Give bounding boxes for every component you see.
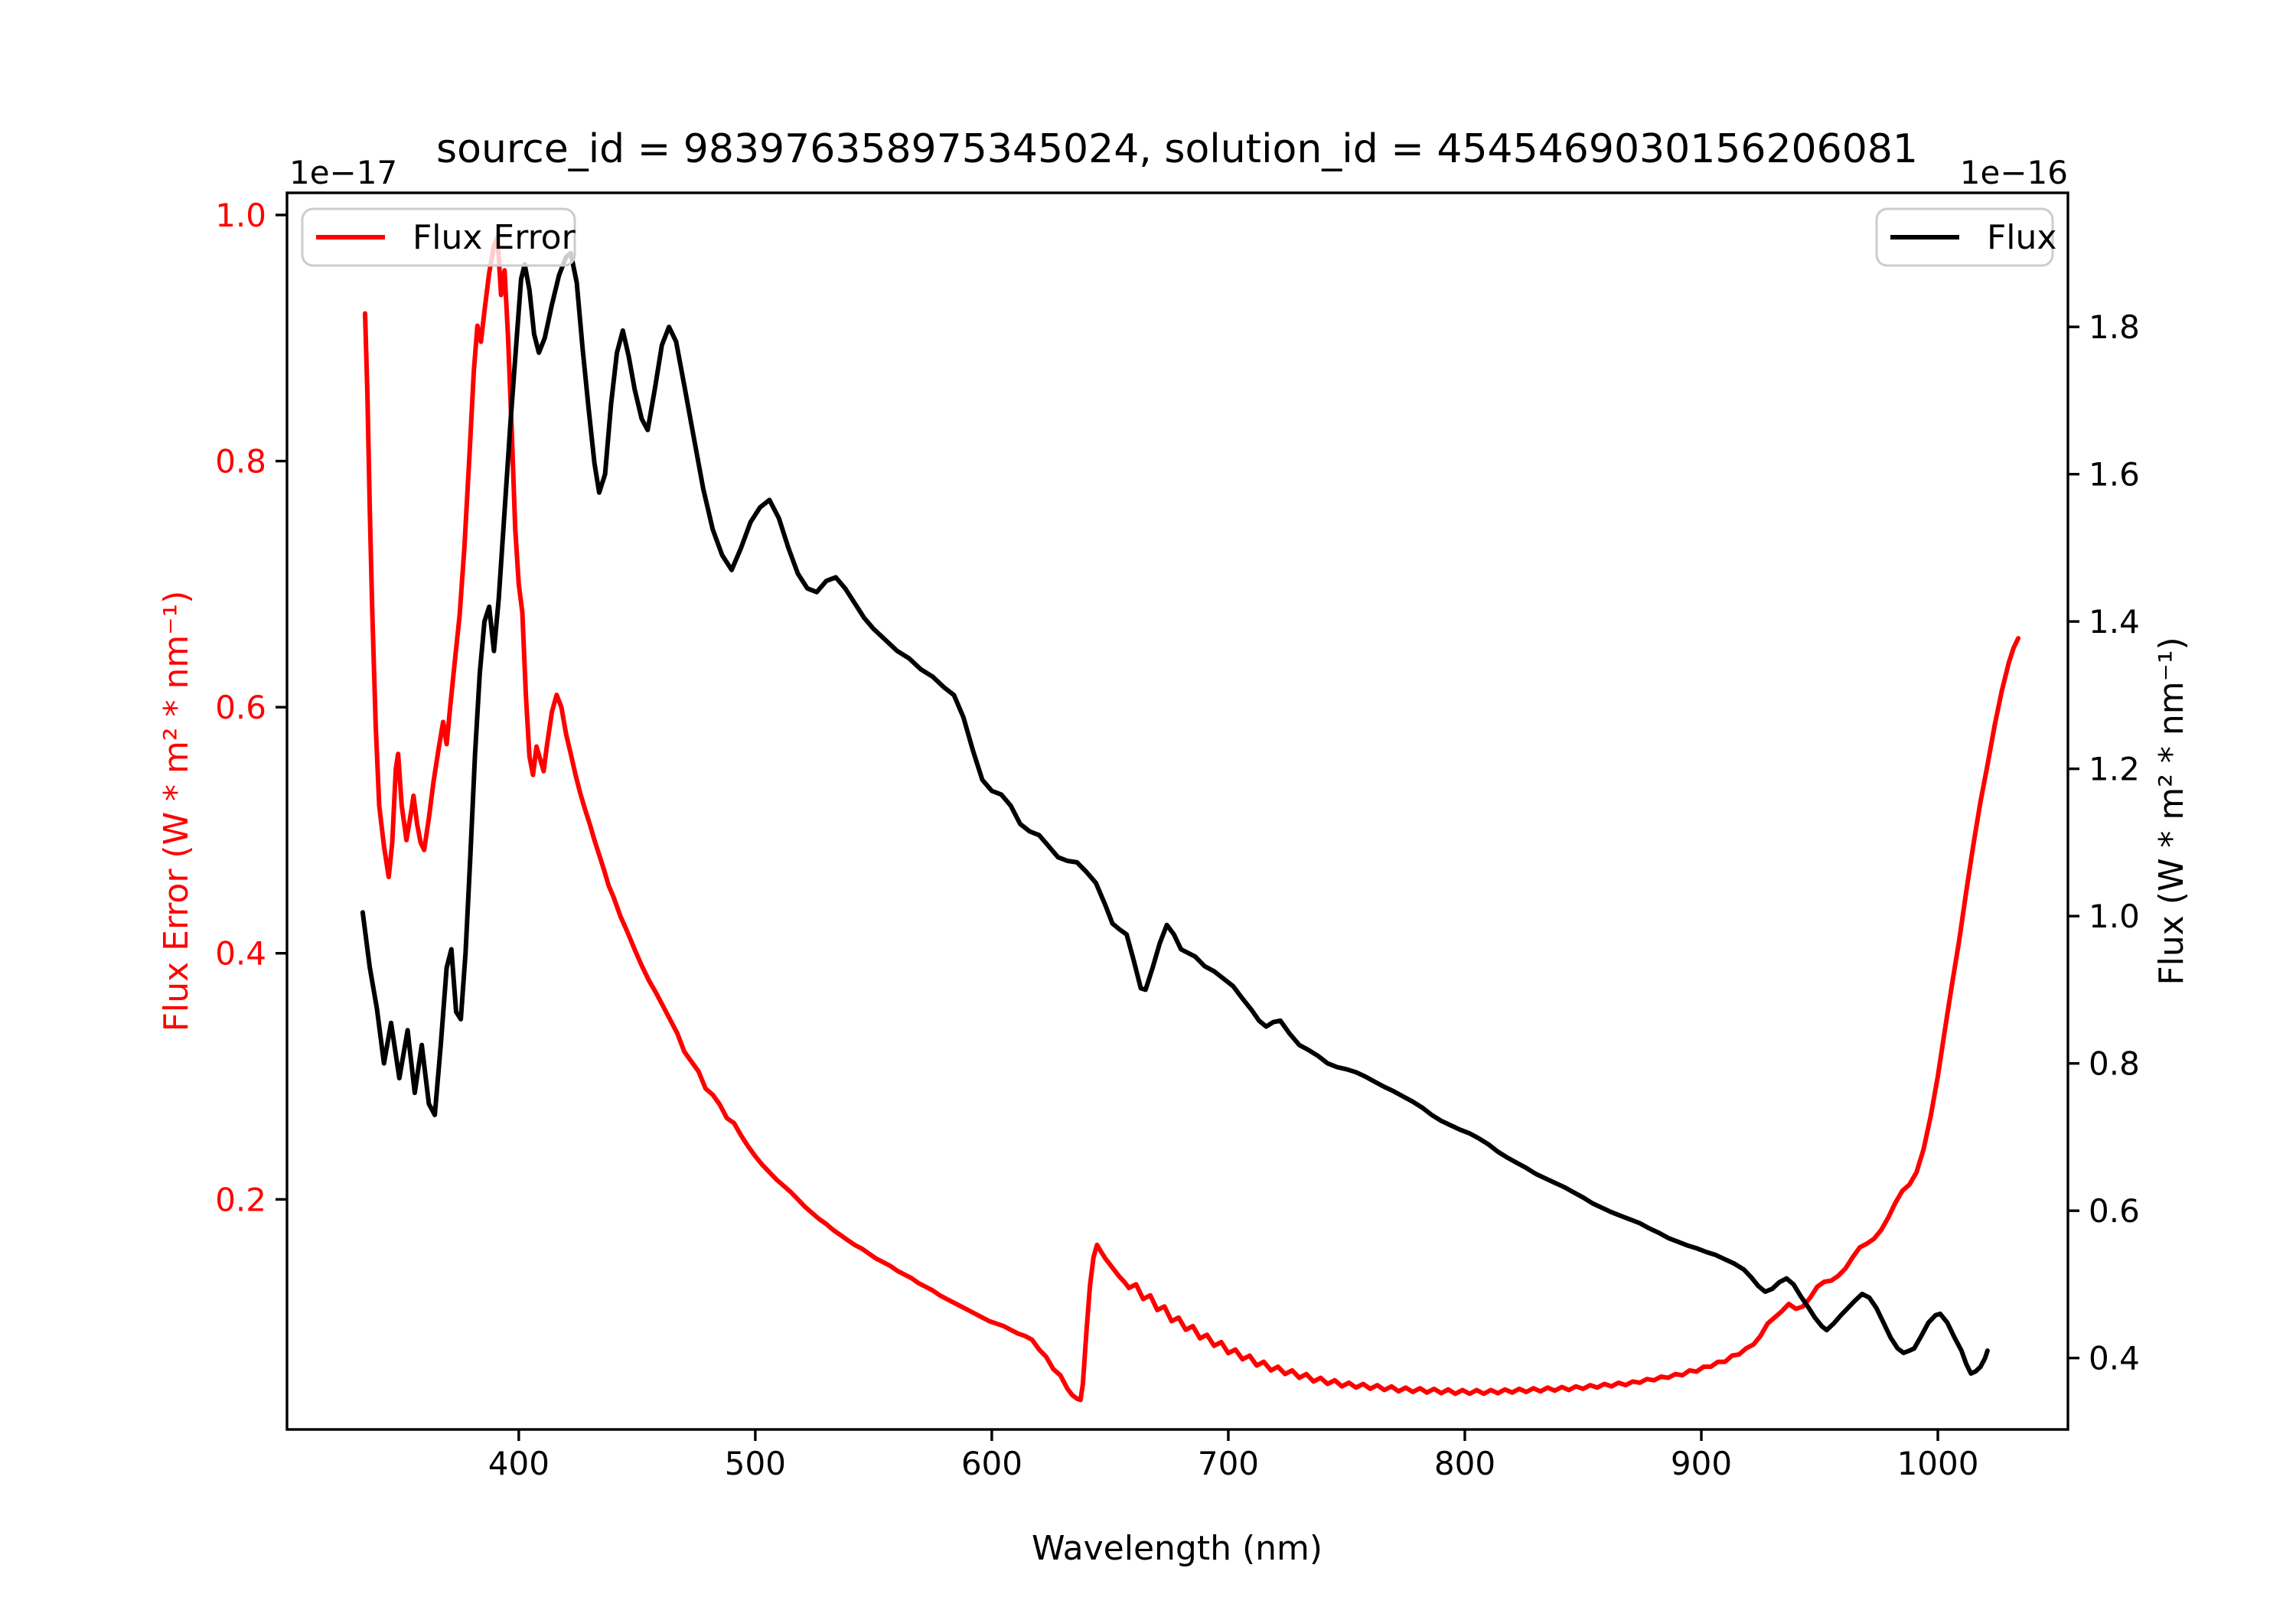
legend-flux-box: [1875, 207, 2054, 267]
legend-flux-label: Flux: [1987, 218, 2056, 257]
y-right-axis-tick-labels: 1.8 1.6 1.4 1.2 1.0 0.8 0.6 0.4: [2089, 308, 2140, 1377]
y-right-tick-label: 1.8: [2089, 308, 2140, 346]
y-left-tick-label: 0.4: [215, 935, 266, 973]
x-tick-label: 900: [1671, 1445, 1732, 1482]
y-left-tick-label: 0.6: [215, 689, 266, 726]
x-tick-label: 600: [961, 1445, 1022, 1482]
x-axis-ticks: [517, 1429, 1939, 1441]
y-right-tick-label: 1.6: [2089, 456, 2140, 494]
plot-area-border: [285, 191, 2069, 1431]
flux-line: [360, 250, 1990, 1376]
x-tick-label: 1000: [1897, 1445, 1979, 1482]
y-left-axis-label: Flux Error (W * m² * nm⁻¹): [157, 591, 196, 1032]
y-right-offset-text: 1e−16: [1960, 154, 2068, 191]
legend-flux: Flux: [1875, 207, 2056, 267]
x-tick-label: 500: [725, 1445, 786, 1482]
y-right-axis-label: Flux (W * m² * nm⁻¹): [2152, 637, 2191, 985]
x-tick-label: 400: [488, 1445, 550, 1482]
chart-title: source_id = 983976358975345024, solution…: [436, 126, 1918, 172]
y-left-tick-label: 0.8: [215, 443, 266, 481]
y-right-tick-label: 1.4: [2089, 603, 2140, 641]
legend-flux-error-label: Flux Error: [413, 218, 576, 257]
y-left-axis-tick-labels: 1.0 0.8 0.6 0.4 0.2: [215, 197, 266, 1218]
x-axis-tick-labels: 400 500 600 700 800 900 1000: [488, 1445, 1979, 1482]
y-left-axis-ticks: [276, 214, 287, 1201]
y-left-offset-text: 1e−17: [289, 154, 397, 191]
legend-flux-error: Flux Error: [301, 207, 576, 267]
legend-flux-error-box: [301, 207, 576, 267]
y-right-tick-label: 0.8: [2089, 1045, 2140, 1083]
y-right-tick-label: 0.4: [2089, 1340, 2140, 1377]
y-right-axis-ticks: [2068, 325, 2079, 1360]
y-right-tick-label: 1.2: [2089, 751, 2140, 788]
flux-error-line: [363, 234, 2021, 1403]
y-right-tick-label: 0.6: [2089, 1192, 2140, 1230]
x-tick-label: 700: [1198, 1445, 1259, 1482]
y-left-tick-label: 0.2: [215, 1181, 266, 1218]
x-axis-label: Wavelength (nm): [1032, 1529, 1322, 1568]
y-right-tick-label: 1.0: [2089, 898, 2140, 935]
x-tick-label: 800: [1434, 1445, 1495, 1482]
y-left-tick-label: 1.0: [215, 197, 266, 234]
